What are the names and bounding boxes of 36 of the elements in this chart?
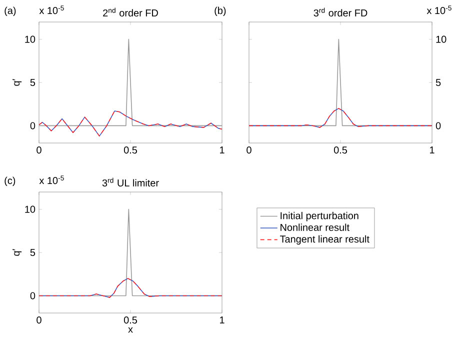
- y-tick-label: 0: [30, 292, 36, 300]
- y-axis-title: q′: [12, 78, 22, 86]
- text: x 10$^{-5}$: [426, 6, 452, 14]
- chart-title: 3$^{rd}$ UL limiter: [102, 178, 159, 186]
- x-tick-label: 0.5: [124, 316, 138, 324]
- x-axis-title: x: [128, 327, 133, 333]
- legend-label: Nonlinear result: [280, 224, 350, 231]
- x-tick-label: 1: [220, 146, 224, 154]
- chart-title: 2$^{nd}$ order FD: [103, 8, 158, 16]
- line-series: [249, 108, 432, 128]
- legend-label: Tangent linear result: [280, 235, 370, 245]
- y-tick-label: 5: [30, 79, 36, 86]
- x-tick-label: 1: [430, 146, 434, 154]
- legend-label: Initial perturbation: [280, 212, 358, 222]
- line-series: [39, 110, 222, 136]
- line-series: [39, 278, 222, 298]
- y-tick-label: 5: [30, 249, 36, 256]
- text: (c): [4, 176, 16, 186]
- x-tick-label: 0.5: [334, 146, 348, 154]
- y-tick-label: 0: [436, 122, 441, 130]
- x-tick-label: 0: [36, 146, 42, 154]
- y-tick-label: 10: [436, 36, 446, 43]
- chart-title: 3$^{rd}$ order FD: [314, 8, 368, 16]
- y-tick-label: 10: [25, 206, 36, 213]
- y-axis-title: q′: [12, 248, 22, 256]
- y-tick-label: 0: [30, 122, 36, 130]
- x-tick-label: 1: [220, 316, 224, 324]
- text: x 10$^{-5}$: [39, 6, 64, 14]
- y-tick-label: 10: [25, 36, 36, 43]
- text: x 10$^{-5}$: [39, 176, 64, 184]
- text: (a): [4, 6, 16, 16]
- text: (b): [214, 6, 226, 16]
- x-tick-label: 0.5: [124, 146, 138, 154]
- x-tick-label: 0: [246, 146, 252, 154]
- x-tick-label: 0: [36, 316, 42, 324]
- y-tick-label: 5: [436, 79, 441, 86]
